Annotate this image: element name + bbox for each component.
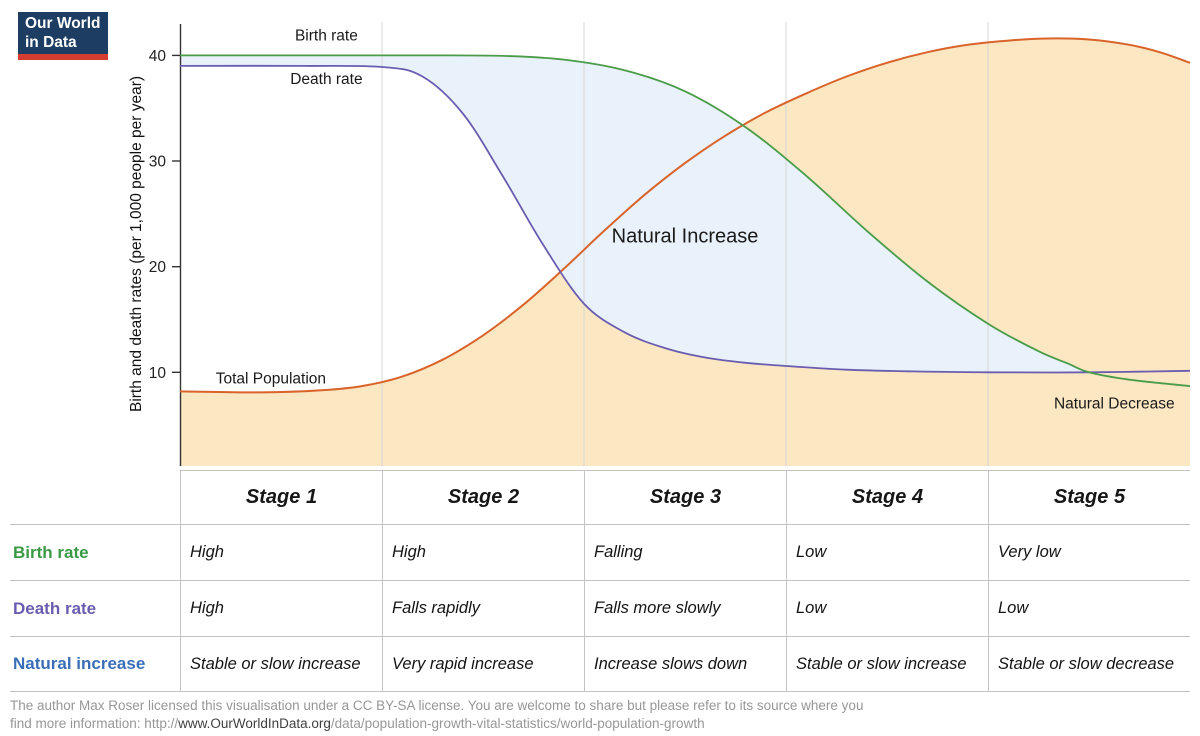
annotation-natural-decrease: Natural Decrease: [1054, 395, 1175, 412]
stage-label-1: Stage 1: [180, 471, 382, 524]
stage-description-table: Birth rate High High Falling Low Very lo…: [10, 524, 1190, 692]
owid-logo: Our World in Data: [18, 12, 108, 61]
annotation-death-rate: Death rate: [290, 71, 362, 88]
logo-red-bar: [18, 54, 108, 61]
y-tick-label: 30: [149, 154, 167, 171]
table-cell: Stable or slow decrease: [988, 637, 1190, 691]
y-tick-label: 20: [149, 259, 167, 276]
total-population-line: [179, 37, 1191, 394]
footer-url-suffix: /data/population-growth-vital-statistics…: [330, 716, 705, 732]
row-label-natural-increase: Natural increase: [13, 654, 146, 673]
table-cell: Very rapid increase: [382, 637, 584, 691]
row-label-birth-rate: Birth rate: [13, 542, 89, 562]
table-cell: Falls more slowly: [584, 581, 786, 636]
annotation-birth-rate: Birth rate: [295, 28, 358, 45]
footer-line2: find more information: http://www.OurWor…: [10, 715, 1200, 733]
annotation-total-population: Total Population: [216, 370, 326, 387]
birth-rate-line: [180, 54, 1191, 387]
table-cell: High: [180, 525, 382, 580]
footer-url-prefix: find more information: http://: [10, 716, 179, 732]
footer-attribution: The author Max Roser licensed this visua…: [10, 697, 1200, 733]
row-label-death-rate: Death rate: [13, 598, 97, 618]
table-cell: Stable or slow increase: [786, 637, 988, 691]
death-rate-line: [179, 64, 1191, 374]
y-tick-label: 10: [149, 365, 167, 382]
logo-line1: Our World: [25, 15, 101, 32]
stage-label-4: Stage 4: [786, 471, 988, 524]
table-cell: Low: [988, 581, 1190, 636]
table-row-birth-rate: Birth rate High High Falling Low Very lo…: [10, 524, 1190, 580]
owid-logo-text: Our World in Data: [18, 12, 108, 55]
table-cell: High: [180, 581, 382, 636]
table-cell: High: [382, 525, 584, 580]
stage-label-5: Stage 5: [988, 471, 1190, 524]
table-cell: Falling: [584, 525, 786, 580]
chart-svg: 10 20 30 40 Birth rate Death rate Total Popula…: [128, 22, 1191, 467]
y-axis-title: Birth and death rates (per 1,000 people …: [128, 76, 145, 412]
table-row-natural-increase: Natural increase Stable or slow increase…: [10, 636, 1190, 692]
logo-line2: in Data: [25, 33, 77, 51]
stage-label-2: Stage 2: [382, 471, 584, 524]
y-tick-label: 40: [149, 48, 167, 65]
table-cell: Low: [786, 581, 988, 636]
table-cell: Very low: [988, 525, 1190, 580]
stage-label-3: Stage 3: [584, 471, 786, 524]
table-cell: Low: [786, 525, 988, 580]
annotation-natural-increase: Natural Increase: [612, 225, 759, 247]
natural-increase-area: [180, 55, 1089, 373]
table-cell: Increase slows down: [584, 637, 786, 691]
stage-header-row: Stage 1 Stage 2 Stage 3 Stage 4 Stage 5: [180, 470, 1190, 524]
table-cell: Stable or slow increase: [180, 637, 382, 691]
footer-url: www.OurWorldInData.org: [178, 716, 331, 732]
table-cell: Falls rapidly: [382, 581, 584, 636]
footer-line1: The author Max Roser licensed this visua…: [10, 698, 864, 713]
table-row-death-rate: Death rate High Falls rapidly Falls more…: [10, 580, 1190, 636]
